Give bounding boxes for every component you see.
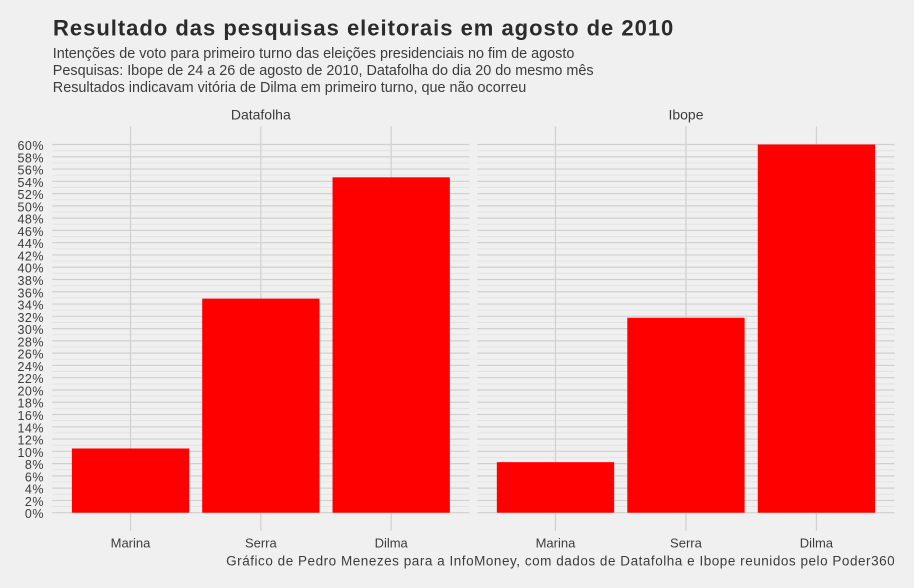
svg-text:30%: 30%: [17, 323, 44, 337]
svg-text:Gráfico de Pedro Menezes para: Gráfico de Pedro Menezes para a InfoMone…: [226, 553, 895, 568]
svg-text:52%: 52%: [17, 188, 44, 202]
svg-text:14%: 14%: [17, 421, 44, 435]
svg-text:22%: 22%: [17, 372, 44, 386]
svg-text:60%: 60%: [17, 139, 44, 153]
svg-text:Dilma: Dilma: [375, 536, 409, 551]
svg-text:48%: 48%: [17, 213, 44, 227]
svg-text:46%: 46%: [17, 225, 44, 239]
svg-text:6%: 6%: [25, 470, 44, 484]
svg-text:56%: 56%: [17, 164, 44, 178]
svg-text:34%: 34%: [17, 299, 44, 313]
svg-text:Serra: Serra: [245, 536, 278, 551]
svg-text:18%: 18%: [17, 397, 44, 411]
svg-text:26%: 26%: [17, 348, 44, 362]
svg-text:44%: 44%: [17, 237, 44, 251]
svg-text:Marina: Marina: [536, 536, 577, 551]
svg-text:20%: 20%: [17, 384, 44, 398]
svg-text:2%: 2%: [25, 495, 44, 509]
svg-text:8%: 8%: [25, 458, 44, 472]
svg-text:50%: 50%: [17, 200, 44, 214]
svg-text:16%: 16%: [17, 409, 44, 423]
svg-text:28%: 28%: [17, 335, 44, 349]
svg-text:Intenções de voto para primeir: Intenções de voto para primeiro turno da…: [53, 46, 575, 62]
svg-text:42%: 42%: [17, 249, 44, 263]
svg-text:Marina: Marina: [111, 536, 152, 551]
svg-text:Ibope: Ibope: [668, 106, 703, 122]
svg-text:54%: 54%: [17, 176, 44, 190]
svg-text:Resultados indicavam vitória d: Resultados indicavam vitória de Dilma em…: [53, 80, 527, 96]
svg-text:58%: 58%: [17, 151, 44, 165]
svg-text:Datafolha: Datafolha: [231, 106, 291, 122]
svg-text:32%: 32%: [17, 311, 44, 325]
svg-text:Dilma: Dilma: [800, 536, 834, 551]
svg-text:40%: 40%: [17, 262, 44, 276]
svg-text:0%: 0%: [25, 507, 44, 521]
svg-text:12%: 12%: [17, 434, 44, 448]
svg-text:24%: 24%: [17, 360, 44, 374]
svg-text:4%: 4%: [25, 483, 44, 497]
svg-text:Serra: Serra: [670, 536, 703, 551]
svg-text:10%: 10%: [17, 446, 44, 460]
svg-text:Resultado das pesquisas eleito: Resultado das pesquisas eleitorais em ag…: [53, 16, 674, 41]
svg-text:36%: 36%: [17, 286, 44, 300]
svg-text:Pesquisas: Ibope de 24 a 26 de: Pesquisas: Ibope de 24 a 26 de agosto de…: [53, 63, 594, 79]
svg-text:38%: 38%: [17, 274, 44, 288]
